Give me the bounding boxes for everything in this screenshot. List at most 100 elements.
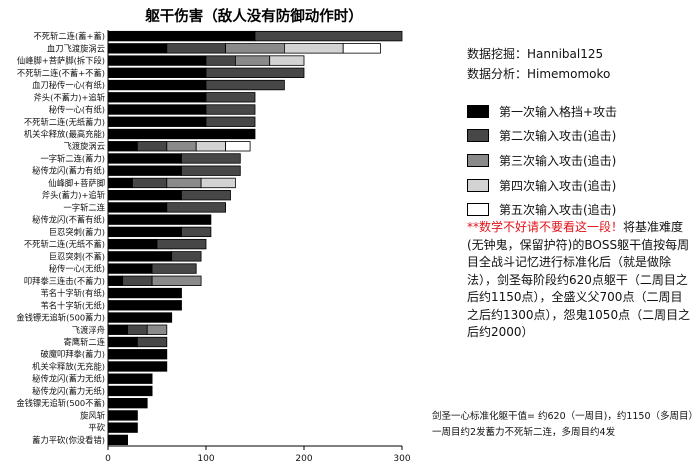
category-label: 飞渡浮舟 (72, 325, 105, 335)
bar-segment-series-1 (107, 287, 182, 299)
category-label: 秘传龙闪(蓄力有纸) (32, 166, 105, 176)
bar-segment-series-1 (107, 361, 168, 372)
bar-segment-series-2 (151, 263, 197, 274)
legend-label: 第五次输入攻击(追击) (499, 203, 617, 218)
legend-label: 第四次输入攻击(追击) (499, 178, 617, 193)
bar-segment-series-1 (107, 92, 207, 103)
legend-item: 第二次输入攻击(追击) (467, 124, 617, 149)
bar-segment-series-2 (132, 177, 168, 189)
category-label: 巨忍突刺(蓄力) (49, 227, 105, 237)
bar-segment-series-1 (107, 153, 182, 164)
bar-segment-series-1 (107, 43, 168, 54)
legend-item: 第一次输入格挡+攻击 (467, 99, 617, 124)
credit-analysis: 数据分析：Himemomoko (467, 67, 611, 81)
bar-segment-series-1 (107, 79, 207, 91)
bar-segment-series-1 (107, 434, 129, 446)
bar-segment-series-2 (171, 251, 202, 262)
x-tick-label: 200 (295, 454, 312, 464)
bar-segment-series-1 (107, 275, 124, 286)
category-label: 苇名十字斩(无纸) (40, 300, 105, 310)
bar-segment-series-2 (205, 55, 236, 66)
bar-segment-series-2 (205, 79, 285, 91)
category-label: 一字斩二连(蓄力) (40, 153, 105, 163)
bar-segment-series-2 (166, 43, 227, 54)
bar-segment-series-3 (166, 177, 202, 189)
bar-segment-series-1 (107, 300, 182, 311)
legend-label: 第一次输入格挡+攻击 (499, 104, 618, 119)
bar-segment-series-4 (269, 55, 305, 66)
bar-segment-series-2 (181, 190, 231, 201)
category-label: 仙峰脚+菩萨脚 (48, 178, 105, 188)
bar-segment-series-2 (136, 336, 168, 348)
bar-segment-series-1 (107, 238, 158, 250)
bar-segment-series-1 (107, 141, 138, 152)
category-label: 飞渡旋涡云 (64, 141, 106, 151)
category-label: 平砍 (88, 423, 105, 433)
category-label: 斧头(不蓄力)+追斩 (33, 92, 105, 102)
bar-segment-series-1 (107, 214, 212, 225)
bar-segment-series-1 (107, 410, 138, 421)
category-label: 秘传龙闪(蓄力无纸) (32, 374, 105, 384)
legend-swatch (467, 104, 489, 118)
bar-segment-series-1 (107, 128, 256, 140)
bar-segment-series-1 (107, 104, 207, 115)
category-label: 仙峰脚+菩萨脚(拆下段) (17, 56, 105, 66)
footer-line-1: 剑圣一心标准化躯干值= 约620（一周目)，约1150（多周目） (432, 411, 698, 422)
bar-segment-series-1 (107, 30, 256, 42)
bar-segment-series-2 (166, 202, 227, 213)
category-label: 秘传龙闪(不蓄有纸) (32, 215, 105, 225)
bar-segment-series-3 (225, 43, 285, 54)
bar-segment-series-2 (136, 141, 168, 152)
category-label: 一字斩二连 (64, 202, 106, 212)
bar-segment-series-1 (107, 385, 153, 397)
bar-segment-series-2 (205, 116, 256, 127)
category-label: 斧头(蓄力)+追斩 (42, 190, 105, 200)
bar-segment-series-1 (107, 336, 138, 348)
bar-segment-series-2 (205, 92, 256, 103)
category-label: 叩拜拳三连击(不蓄力) (24, 276, 105, 286)
legend-item: 第三次输入攻击(追击) (467, 148, 617, 173)
note-warning: **数学不好请不要看这一段！ (467, 220, 624, 234)
footer-note: 剑圣一心标准化躯干值= 约620（一周目)，约1150（多周目） 一周目约2发蓄… (432, 409, 698, 441)
bar-segment-series-3 (234, 55, 271, 66)
category-label: 寄鹰斩二连 (64, 337, 106, 347)
bar-segment-series-5 (225, 141, 251, 152)
category-label: 金钱镖无追斩(500蓄力) (16, 313, 105, 323)
category-label: 不死斩二连(无纸不蓄) (24, 239, 105, 249)
bar-segment-series-5 (342, 43, 381, 54)
analysis-note: **数学不好请不要看这一段！将基准难度(无钟鬼，保留护符)的BOSS躯干值按每周… (467, 219, 692, 342)
bar-segment-series-2 (205, 67, 305, 78)
category-label: 苇名十字斩(有纸) (40, 288, 105, 298)
legend-item: 第四次输入攻击(追击) (467, 173, 617, 198)
bar-segment-series-2 (181, 226, 212, 238)
bar-segment-series-4 (195, 141, 226, 152)
bar-segment-series-1 (107, 422, 138, 433)
category-label: 秘传一心(有纸) (49, 105, 105, 115)
category-label: 不死斩二连(无纸蓄力) (24, 117, 105, 127)
category-label: 旋风斩 (80, 410, 105, 420)
x-tick-label: 300 (393, 454, 410, 464)
bar-segment-series-4 (200, 177, 236, 189)
bar-segment-series-1 (107, 251, 173, 262)
footer-line-2: 一周目约2发蓄力不死斩二连，多周目约4发 (432, 427, 616, 438)
bar-segment-series-2 (127, 324, 148, 335)
legend-label: 第三次输入攻击(追击) (499, 153, 617, 168)
credit-mining: 数据挖掘：Hannibal125 (467, 47, 604, 61)
bar-segment-series-2 (122, 275, 153, 286)
x-tick-label: 0 (105, 454, 111, 464)
note-body: 将基准难度(无钟鬼，保留护符)的BOSS躯干值按每周目全战斗记忆进行标准化后（就… (467, 220, 691, 339)
bar-segment-series-1 (107, 165, 182, 176)
category-label: 血刀秘传一心(有纸) (32, 80, 105, 90)
bar-segment-series-3 (166, 141, 197, 152)
category-label: 秘传一心(无纸) (49, 264, 105, 274)
bar-segment-series-1 (107, 116, 207, 127)
bar-segment-series-1 (107, 202, 168, 213)
legend-swatch (467, 153, 489, 167)
bar-segment-series-4 (283, 43, 344, 54)
category-label: 破魔叩拜拳(蓄力) (40, 349, 105, 359)
bar-segment-series-1 (107, 398, 148, 409)
bar-segment-series-1 (107, 226, 182, 238)
bar-segment-series-1 (107, 349, 168, 360)
chart-legend: 第一次输入格挡+攻击第二次输入攻击(追击) 第三次输入攻击(追击) 第四次输入攻击(… (467, 99, 617, 222)
